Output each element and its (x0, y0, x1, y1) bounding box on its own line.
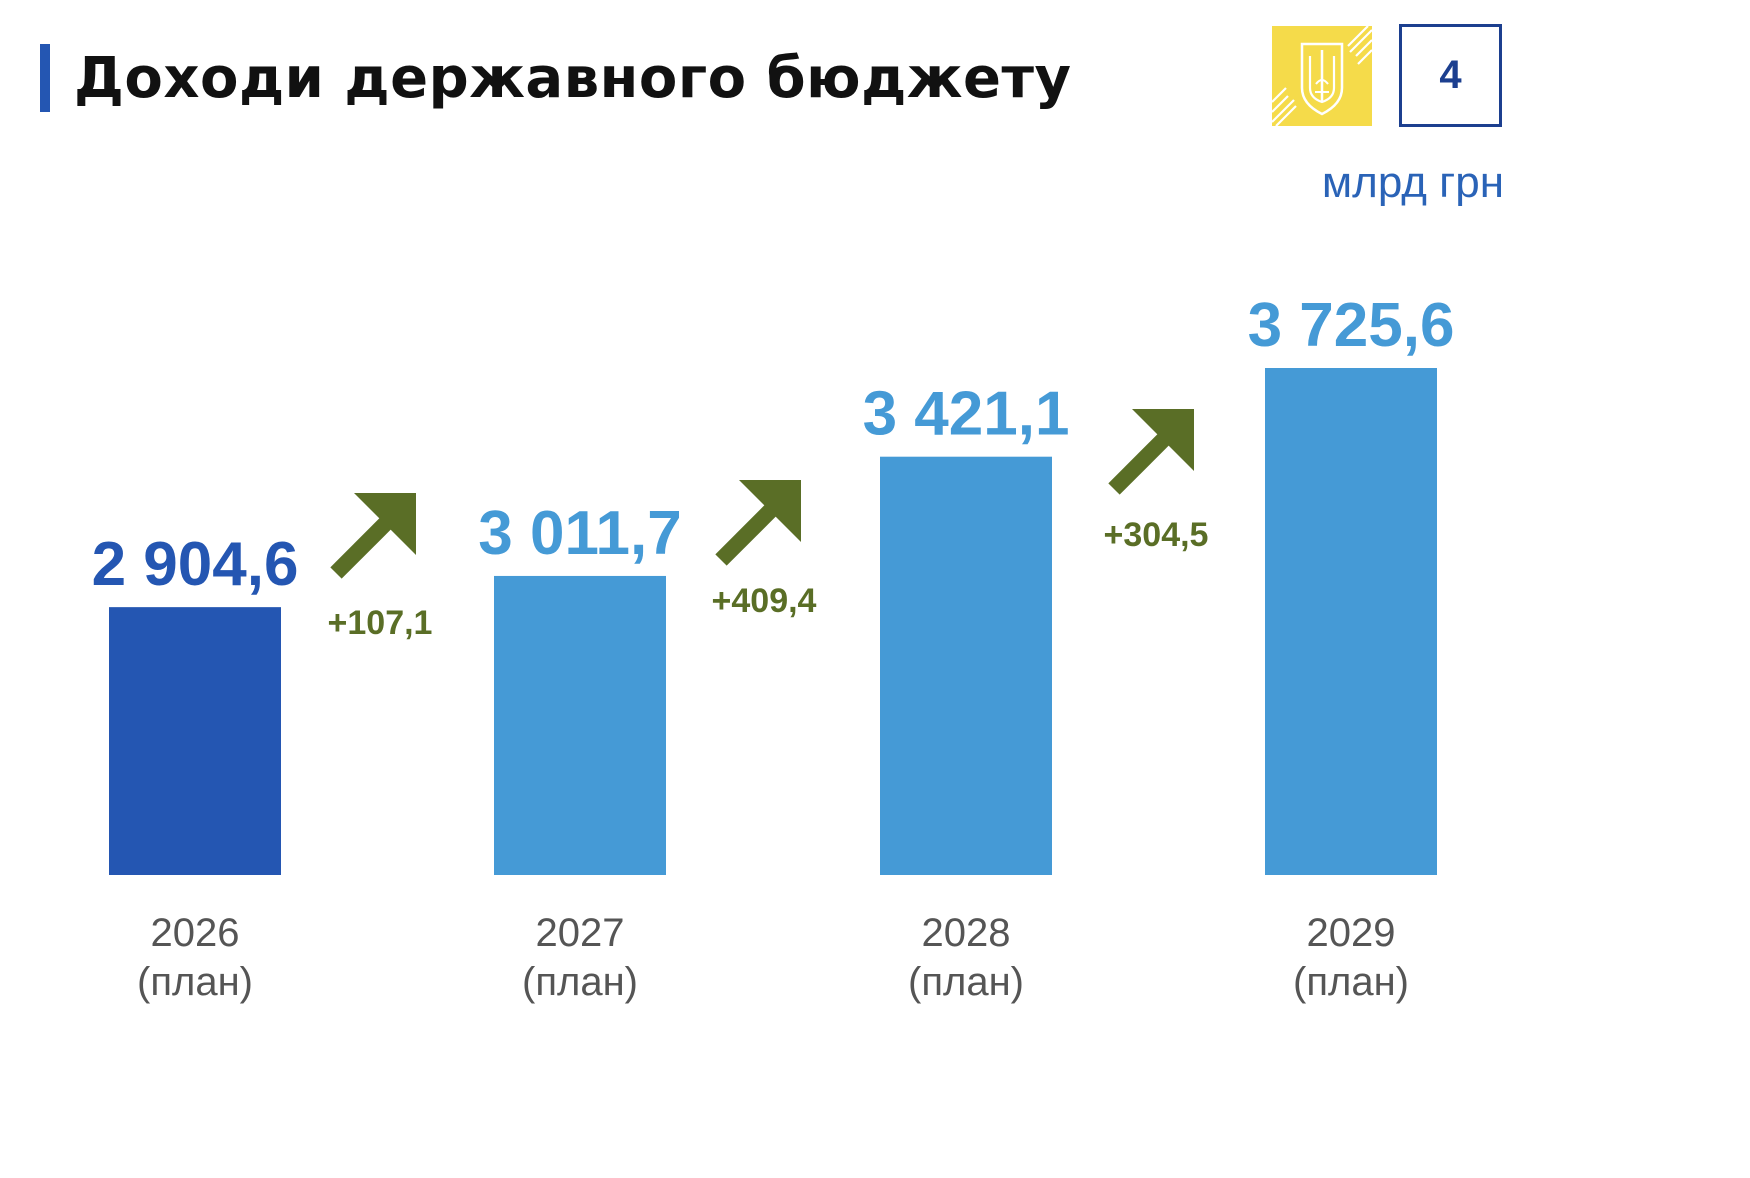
title-accent-bar (40, 44, 50, 112)
increment-label-3: +304,5 (1104, 516, 1209, 554)
category-label-2026: 2026 (151, 911, 240, 955)
revenue-bar-chart: 2 904,6 2026 (план) 3 011,7 2027 (план) 3 421,… (92, 291, 1455, 1004)
bar-2028 (880, 456, 1052, 875)
bar-2026 (109, 607, 281, 875)
value-label-2026: 2 904,6 (92, 530, 299, 599)
category-sublabel-2028: (план) (908, 960, 1024, 1004)
value-label-2027: 3 011,7 (478, 499, 681, 568)
value-label-2028: 3 421,1 (863, 380, 1070, 449)
category-sublabel-2026: (план) (137, 960, 253, 1004)
category-label-2029: 2029 (1307, 911, 1396, 955)
growth-arrow-icon-1 (354, 493, 416, 555)
increment-label-1: +107,1 (328, 604, 433, 642)
category-sublabel-2029: (план) (1293, 960, 1409, 1004)
page-title: Доходи державного бюджету (74, 46, 1072, 111)
bar-2027 (494, 575, 666, 875)
page-number-box: 4 (1399, 24, 1502, 127)
increment-label-2: +409,4 (712, 582, 817, 620)
unit-label: млрд грн (1321, 158, 1504, 207)
growth-arrow-icon-2 (739, 480, 801, 542)
growth-arrow-icon-3 (1132, 409, 1194, 471)
category-label-2027: 2027 (536, 911, 625, 955)
bar-2029 (1265, 368, 1437, 875)
category-sublabel-2027: (план) (522, 960, 638, 1004)
value-label-2029: 3 725,6 (1248, 291, 1455, 360)
ukraine-emblem-logo (1272, 26, 1372, 126)
category-label-2028: 2028 (922, 911, 1011, 955)
